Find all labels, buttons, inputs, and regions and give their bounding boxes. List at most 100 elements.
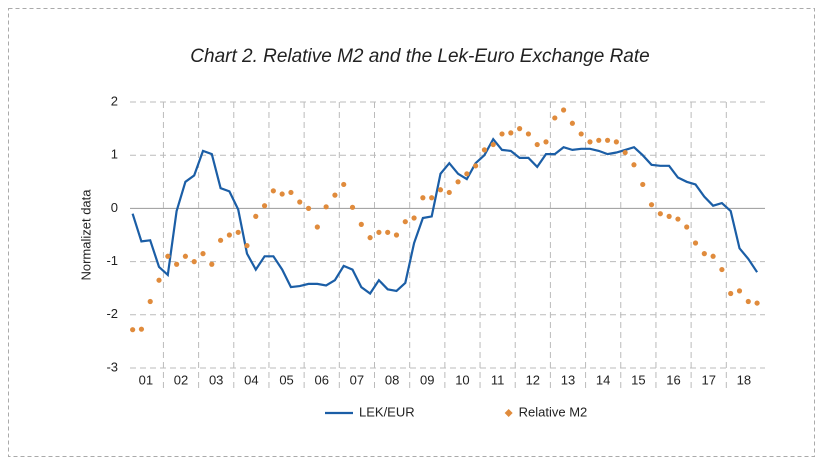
data-dot xyxy=(138,326,145,332)
data-dot xyxy=(261,203,268,209)
data-dot xyxy=(719,266,725,273)
x-tick-label: 04 xyxy=(244,372,258,387)
data-dot xyxy=(543,139,549,145)
data-dot xyxy=(622,149,628,156)
data-dot xyxy=(604,137,611,143)
x-tick-label: 02 xyxy=(174,372,188,387)
data-dot xyxy=(402,219,408,225)
data-dot xyxy=(552,115,558,121)
data-dot xyxy=(174,261,180,267)
y-tick-label: 1 xyxy=(111,147,118,162)
y-axis-label: Normalizet data xyxy=(78,189,93,281)
data-dot xyxy=(156,277,162,283)
data-dot xyxy=(323,204,329,210)
data-dot xyxy=(455,179,461,185)
legend-label: LEK/EUR xyxy=(359,404,415,419)
y-tick-label: -1 xyxy=(106,253,118,268)
x-tick-label: 14 xyxy=(596,372,610,387)
data-dot xyxy=(710,253,716,259)
data-dot xyxy=(657,211,663,217)
x-tick-label: 11 xyxy=(491,372,505,387)
data-dot xyxy=(508,130,514,136)
x-tick-label: 06 xyxy=(314,372,328,387)
x-tick-label: 12 xyxy=(526,372,540,387)
data-dot xyxy=(517,126,523,132)
data-dot xyxy=(332,192,338,198)
data-dot xyxy=(666,213,672,219)
y-tick-label: -2 xyxy=(106,306,118,321)
data-dot xyxy=(490,141,496,148)
data-dot xyxy=(349,204,356,210)
data-dot xyxy=(305,205,312,211)
x-tick-label: 03 xyxy=(209,372,223,387)
data-dot xyxy=(648,202,655,208)
frame xyxy=(8,8,815,457)
data-dot xyxy=(473,163,479,169)
data-dot xyxy=(209,261,215,267)
data-dot xyxy=(534,141,540,148)
data-dot xyxy=(297,199,303,205)
data-dot xyxy=(420,195,426,201)
data-dot xyxy=(745,298,751,305)
data-dot xyxy=(754,300,760,306)
data-dot xyxy=(464,171,470,177)
series-line xyxy=(131,137,759,296)
data-dot xyxy=(341,181,347,188)
data-dot xyxy=(393,232,400,238)
data-dot xyxy=(358,221,364,227)
x-tick-label: 01 xyxy=(139,372,153,387)
data-dot xyxy=(569,120,575,126)
y-tick-label: 2 xyxy=(111,93,118,108)
data-dot xyxy=(675,216,681,222)
data-dot xyxy=(244,243,250,249)
x-tick-label: 16 xyxy=(666,372,680,387)
data-dot xyxy=(217,237,224,243)
x-tick-label: 07 xyxy=(350,372,364,387)
data-dot xyxy=(631,162,637,168)
data-dot xyxy=(226,232,232,238)
data-dot xyxy=(130,327,136,333)
data-dot xyxy=(147,298,153,305)
data-dot xyxy=(437,187,444,193)
data-dot xyxy=(613,139,619,145)
y-tick-label: -3 xyxy=(106,359,118,374)
x-tick-label: 08 xyxy=(385,372,399,387)
chart-title: Chart 2. Relative M2 and the Lek-Euro Ex… xyxy=(190,46,649,67)
data-dot xyxy=(385,229,391,235)
data-dot xyxy=(191,259,197,265)
data-dot xyxy=(270,188,276,194)
data-dot xyxy=(701,251,707,257)
data-dot xyxy=(640,181,646,188)
data-dot xyxy=(235,229,241,235)
data-dot xyxy=(560,107,567,113)
data-dot xyxy=(182,253,189,259)
data-dot xyxy=(736,288,743,294)
data-dot xyxy=(587,139,593,145)
data-dot xyxy=(279,191,285,197)
data-dot xyxy=(481,147,488,153)
data-dot xyxy=(165,253,171,259)
data-dot xyxy=(429,195,435,201)
legend-label: Relative M2 xyxy=(519,404,588,419)
data-dot xyxy=(446,189,452,196)
data-dot xyxy=(367,235,373,241)
x-tick-label: 13 xyxy=(561,372,575,387)
y-tick-label: 0 xyxy=(111,200,118,215)
x-tick-label: 10 xyxy=(455,372,469,387)
data-dot xyxy=(499,131,505,137)
data-dot xyxy=(253,213,259,219)
legend-swatch xyxy=(504,409,513,417)
data-dot xyxy=(728,290,734,297)
data-dot xyxy=(578,131,584,137)
x-tick-label: 18 xyxy=(737,372,751,387)
x-tick-label: 15 xyxy=(631,372,645,387)
x-tick-label: 09 xyxy=(420,372,434,387)
data-dot xyxy=(525,131,532,137)
data-dot xyxy=(314,224,320,230)
data-dot xyxy=(596,137,602,143)
data-dot xyxy=(376,229,382,235)
data-dot xyxy=(200,251,206,257)
data-dot xyxy=(692,240,699,246)
